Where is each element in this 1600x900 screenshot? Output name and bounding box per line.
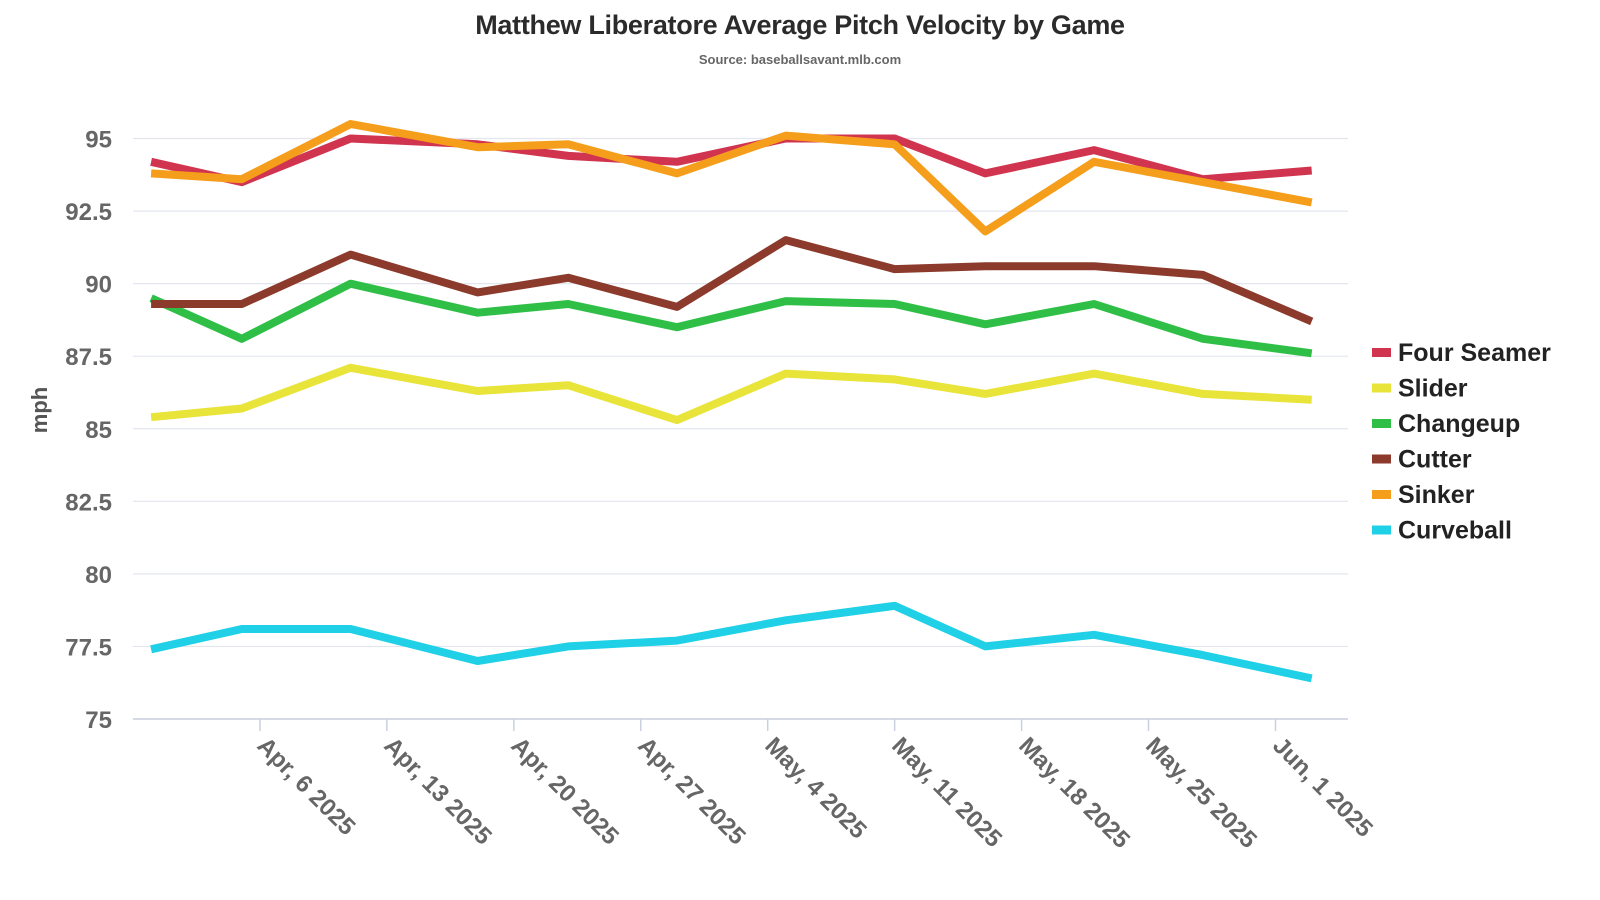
series-line-four-seamer <box>150 134 1313 187</box>
x-tick-label: May, 4 2025 <box>759 732 871 844</box>
y-tick-label: 85 <box>85 417 112 444</box>
x-tick-label: May, 18 2025 <box>1013 732 1135 854</box>
legend-swatch-curveball <box>1372 525 1391 535</box>
legend-swatch-sinker <box>1372 490 1391 499</box>
chart-subtitle: Source: baseballsavant.mlb.com <box>698 52 902 67</box>
series-line-changeup <box>149 279 1313 358</box>
y-tick-label: 90 <box>85 272 112 299</box>
x-tick-label: Apr, 6 2025 <box>252 732 361 841</box>
legend-item-four-seamer[interactable]: Four Seamer <box>1398 339 1551 367</box>
legend: Four Seamer Slider Changeup Cutter Sinker Cur… <box>1372 339 1551 545</box>
y-tick-label: 92.5 <box>65 199 112 226</box>
x-tick-label: Apr, 27 2025 <box>633 732 751 850</box>
legend-item-curveball[interactable]: Curveball <box>1398 517 1512 545</box>
legend-swatch-slider <box>1372 383 1391 393</box>
y-tick-label: 80 <box>85 562 112 589</box>
y-axis-label: mph <box>27 387 52 433</box>
series-line-sinker <box>150 120 1313 236</box>
x-tick-label: Apr, 20 2025 <box>506 732 624 850</box>
y-tick-label: 82.5 <box>65 489 112 516</box>
y-tick-label: 87.5 <box>65 344 112 371</box>
legend-swatch-changeup <box>1372 419 1391 428</box>
y-tick-label: 95 <box>85 127 112 154</box>
y-tick-label: 77.5 <box>65 634 112 661</box>
legend-swatch-cutter <box>1372 454 1391 464</box>
legend-swatch-four-seamer <box>1372 348 1391 357</box>
x-tick-label: Jun, 1 2025 <box>1267 732 1378 843</box>
legend-item-changeup[interactable]: Changeup <box>1398 410 1520 438</box>
x-tick-label: Apr, 13 2025 <box>379 732 497 850</box>
chart-title: Matthew Liberatore Average Pitch Velocit… <box>475 10 1125 40</box>
x-tick-label: May, 11 2025 <box>886 732 1007 853</box>
legend-item-slider[interactable]: Slider <box>1398 375 1468 403</box>
series-line-cutter <box>151 236 1314 326</box>
legend-item-sinker[interactable]: Sinker <box>1398 481 1475 509</box>
y-tick-label: 75 <box>85 707 112 734</box>
x-tick-label: May, 25 2025 <box>1140 732 1262 854</box>
series-line-curveball <box>150 601 1313 683</box>
legend-item-cutter[interactable]: Cutter <box>1398 446 1472 474</box>
series-lines <box>149 120 1314 683</box>
series-line-slider <box>150 363 1312 425</box>
